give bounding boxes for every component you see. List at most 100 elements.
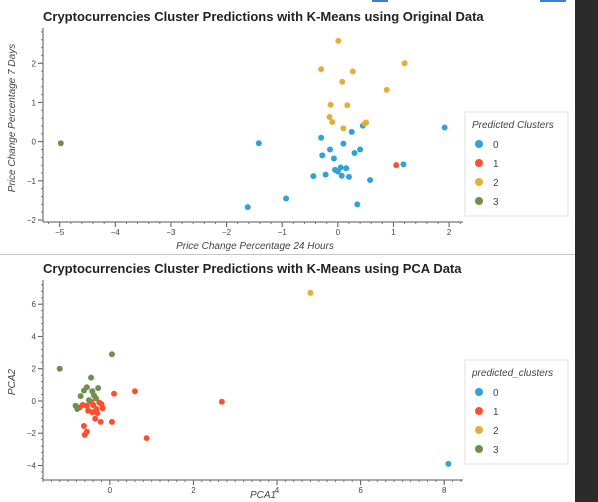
- x-tick-label: −4: [111, 228, 121, 237]
- data-point-cluster-1: [218, 398, 225, 405]
- data-point-cluster-0: [255, 140, 262, 147]
- legend-marker-3: [475, 197, 483, 205]
- x-tick-label: 2: [447, 228, 452, 237]
- data-point-cluster-1: [83, 428, 90, 435]
- data-point-cluster-3: [56, 365, 63, 372]
- data-point-cluster-0: [441, 124, 448, 131]
- data-point-cluster-0: [354, 201, 361, 208]
- y-tick-label: −1: [27, 177, 37, 186]
- legend-label: 3: [493, 197, 499, 208]
- x-axis-label: PCA1: [250, 490, 276, 501]
- data-point-cluster-2: [363, 119, 370, 126]
- data-point-cluster-1: [99, 405, 106, 412]
- data-point-cluster-1: [131, 388, 138, 395]
- y-tick-label: 4: [32, 332, 37, 341]
- data-point-cluster-3: [95, 385, 102, 392]
- toolbar-indicator: [372, 0, 388, 2]
- legend-marker-1: [475, 159, 483, 167]
- legend-marker-1: [475, 407, 483, 415]
- legend-label: 0: [493, 388, 499, 399]
- data-point-cluster-0: [367, 177, 374, 184]
- data-point-cluster-1: [92, 415, 99, 422]
- data-point-cluster-1: [111, 390, 118, 397]
- data-point-cluster-3: [85, 397, 92, 404]
- y-tick-label: −4: [27, 461, 37, 470]
- data-point-cluster-0: [327, 146, 334, 153]
- data-point-cluster-2: [383, 86, 390, 93]
- data-point-cluster-0: [322, 171, 329, 178]
- data-point-cluster-3: [88, 374, 95, 381]
- x-tick-label: −1: [278, 228, 288, 237]
- data-point-cluster-3: [83, 384, 90, 391]
- data-point-cluster-1: [89, 409, 96, 416]
- right-scrollbar[interactable]: [575, 0, 598, 502]
- x-tick-label: 1: [391, 228, 396, 237]
- data-point-cluster-0: [330, 155, 337, 162]
- data-point-cluster-2: [401, 60, 408, 67]
- data-point-cluster-2: [326, 113, 333, 120]
- legend-label: 0: [493, 140, 499, 151]
- data-point-cluster-3: [74, 406, 81, 413]
- legend-label: 2: [493, 178, 499, 189]
- data-point-cluster-0: [283, 195, 290, 202]
- y-tick-label: 1: [32, 98, 37, 107]
- legend-label: 2: [493, 426, 499, 437]
- x-tick-label: 0: [336, 228, 341, 237]
- x-tick-label: −5: [55, 228, 65, 237]
- y-tick-label: 0: [32, 397, 37, 406]
- data-point-cluster-0: [345, 173, 352, 180]
- data-point-cluster-0: [340, 140, 347, 147]
- data-point-cluster-0: [337, 164, 344, 171]
- data-point-cluster-0: [318, 134, 325, 141]
- chart-title: Cryptocurrencies Cluster Predictions wit…: [43, 9, 484, 24]
- data-point-cluster-0: [310, 173, 317, 180]
- legend: predicted_clusters 0 1 2 3: [464, 359, 569, 465]
- data-point-cluster-0: [244, 204, 251, 211]
- y-tick-label: −2: [27, 216, 37, 225]
- data-point-cluster-0: [400, 161, 407, 168]
- data-point-cluster-2: [307, 289, 314, 296]
- chart-pca-data: Cryptocurrencies Cluster Predictions wit…: [7, 261, 569, 501]
- plot-divider: [0, 254, 575, 255]
- data-point-cluster-3: [57, 140, 64, 147]
- y-axis-label: PCA2: [7, 369, 18, 396]
- data-point-cluster-0: [338, 172, 345, 179]
- data-point-cluster-1: [83, 402, 90, 409]
- data-point-cluster-2: [349, 68, 356, 75]
- x-axis-label: Price Change Percentage 24 Hours: [176, 241, 334, 252]
- y-tick-label: −2: [27, 429, 37, 438]
- x-tick-label: 0: [108, 486, 113, 495]
- data-point-cluster-1: [108, 418, 115, 425]
- data-point-cluster-2: [329, 119, 336, 126]
- data-point-cluster-1: [97, 418, 104, 425]
- data-point-cluster-0: [351, 150, 358, 157]
- data-point-cluster-2: [335, 37, 342, 44]
- x-tick-label: −3: [166, 228, 176, 237]
- x-tick-label: 8: [442, 486, 447, 495]
- y-tick-label: 0: [32, 138, 37, 147]
- legend-label: 1: [493, 407, 499, 418]
- toolbar-indicator: [540, 0, 566, 2]
- data-point-cluster-3: [93, 395, 100, 402]
- y-tick-label: 2: [32, 59, 37, 68]
- legend-marker-2: [475, 426, 483, 434]
- legend-title: predicted_clusters: [471, 368, 553, 379]
- chart-title: Cryptocurrencies Cluster Predictions wit…: [43, 261, 462, 276]
- y-axis-label: Price Change Percentage 7 Days: [7, 44, 18, 192]
- data-point-cluster-0: [343, 165, 350, 172]
- data-point-cluster-1: [90, 402, 97, 408]
- legend-marker-3: [475, 445, 483, 453]
- data-point-cluster-2: [339, 78, 346, 85]
- legend-marker-0: [475, 140, 483, 148]
- data-point-cluster-2: [344, 102, 351, 109]
- data-point-cluster-2: [318, 66, 325, 73]
- y-tick-label: 6: [32, 300, 37, 309]
- data-point-cluster-3: [77, 393, 84, 400]
- data-point-cluster-1: [143, 435, 150, 442]
- x-tick-label: 4: [275, 486, 280, 495]
- legend: Predicted Clusters 0 1 2 3: [464, 111, 569, 217]
- legend-title: Predicted Clusters: [472, 120, 554, 131]
- legend-marker-0: [475, 388, 483, 396]
- legend-label: 3: [493, 445, 499, 456]
- x-tick-label: −2: [222, 228, 232, 237]
